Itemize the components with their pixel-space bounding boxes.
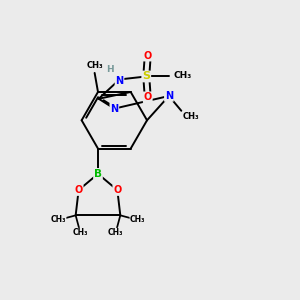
Text: O: O bbox=[113, 185, 122, 195]
Text: N: N bbox=[116, 76, 124, 86]
Text: CH₃: CH₃ bbox=[51, 215, 66, 224]
Text: CH₃: CH₃ bbox=[130, 215, 145, 224]
Text: CH₃: CH₃ bbox=[73, 228, 88, 237]
Text: CH₃: CH₃ bbox=[86, 61, 103, 70]
Text: N: N bbox=[110, 103, 118, 114]
Text: CH₃: CH₃ bbox=[173, 71, 191, 80]
Text: O: O bbox=[144, 92, 152, 102]
Text: O: O bbox=[74, 185, 83, 195]
Text: B: B bbox=[94, 169, 102, 179]
Text: CH₃: CH₃ bbox=[108, 228, 123, 237]
Text: N: N bbox=[165, 91, 173, 101]
Text: O: O bbox=[144, 51, 152, 61]
Text: H: H bbox=[106, 64, 114, 74]
Text: CH₃: CH₃ bbox=[183, 112, 200, 121]
Text: S: S bbox=[142, 71, 150, 82]
